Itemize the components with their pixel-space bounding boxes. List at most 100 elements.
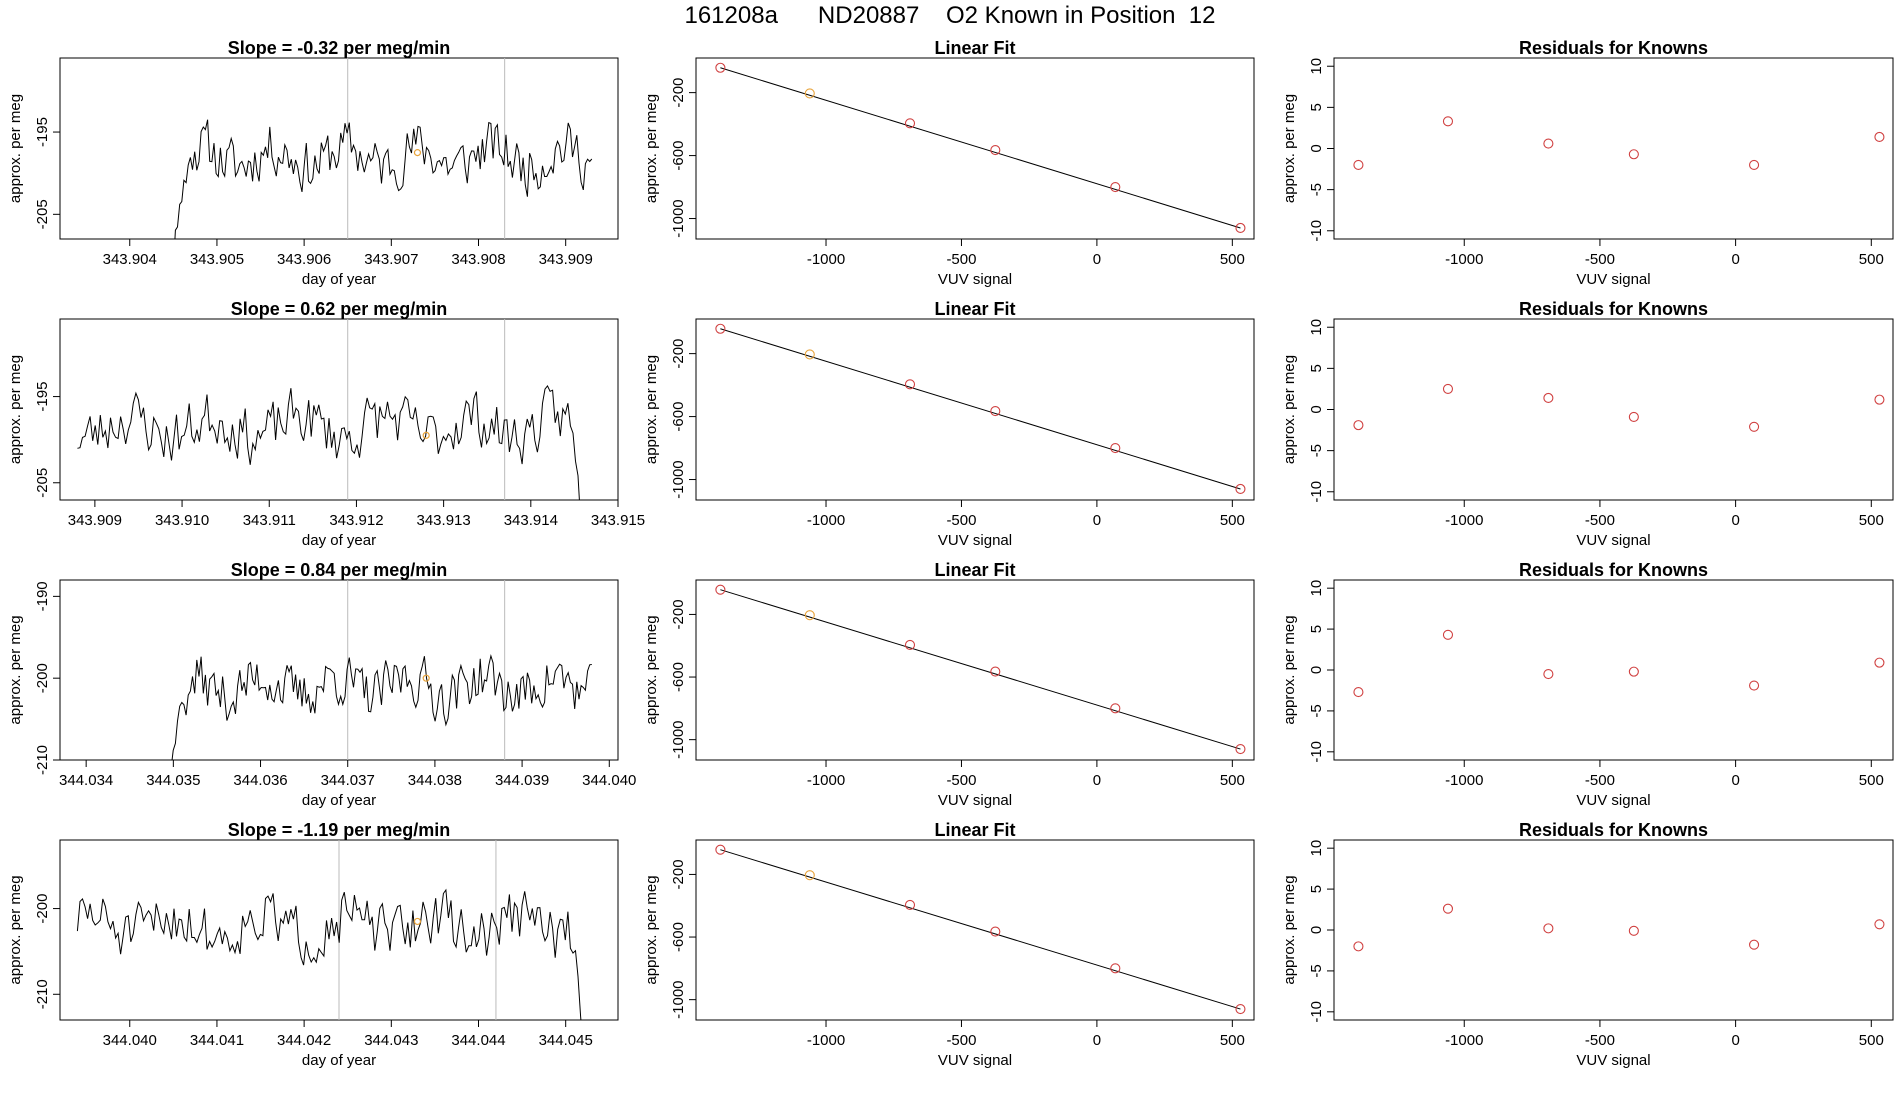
plot-area [715,62,1246,234]
x-tick-label: 343.905 [190,251,244,268]
x-tick-label: -500 [1585,1032,1615,1049]
fit-line [720,328,1241,490]
data-point [715,323,726,334]
data-point [715,584,726,595]
x-tick-label: 500 [1859,251,1884,268]
x-axis-label: VUV signal [938,792,1012,809]
fit-line [720,849,1241,1010]
y-axis-label: approx. per meg [7,615,24,724]
x-axis-label: VUV signal [1576,1052,1650,1069]
y-tick-label: -10 [1308,220,1325,242]
chart-title: Linear Fit [934,560,1015,580]
x-tick-label: 344.045 [539,1032,593,1049]
y-tick-label: -200 [670,339,687,369]
y-tick-label: -205 [34,468,51,498]
y-tick-label: -210 [34,979,51,1009]
plot-frame [1333,839,1894,1021]
chart-panel-1: Slope = -0.32 per meg/min 343.904 343.905 3… [7,38,619,288]
y-tick-label: 10 [1308,580,1325,597]
data-point [1442,903,1454,914]
data-point [1874,131,1885,143]
y-tick-label: 5 [1308,103,1325,111]
y-tick-label: -600 [670,141,687,171]
x-tick-label: 343.907 [364,251,418,268]
chart-panel-2: Slope = 0.62 per meg/min 343.909 343.910 34… [7,299,645,549]
y-tick-label: -205 [34,199,51,229]
x-tick-label: 0 [1093,1032,1101,1049]
data-point [1442,116,1454,127]
plot-area [77,319,580,500]
data-point [904,379,916,390]
y-tick-label: -200 [34,894,51,924]
chart-title: Residuals for Knowns [1519,820,1708,840]
data-point [990,406,1001,417]
y-axis-label: approx. per meg [643,355,660,464]
y-tick-label: -210 [34,745,51,775]
chart-title: Linear Fit [934,38,1015,58]
data-series-line [76,888,582,1020]
highlight-point [413,917,422,926]
data-point [1235,1003,1246,1015]
data-series-line [174,119,593,239]
x-tick-label: 0 [1731,772,1739,789]
x-tick-label: 343.904 [103,251,157,268]
chart-title: Linear Fit [934,820,1015,840]
data-series-line [77,384,580,500]
plot-frame [695,318,1255,501]
data-point [1353,941,1364,952]
fit-line [720,589,1241,750]
x-tick-label: 0 [1093,512,1101,529]
highlight-point [804,88,815,99]
y-tick-label: 0 [1308,926,1325,934]
chart-panel-6: Linear Fit -1000 -500 0 500 -1000 -600 -200 VUV … [643,299,1255,549]
x-tick-label: -500 [946,251,976,268]
highlight-point [413,149,422,157]
plot-frame [59,57,619,240]
plot-area [1353,383,1885,432]
x-tick-label: -500 [1585,251,1615,268]
data-point [904,118,916,129]
y-tick-label: -195 [34,382,51,412]
x-tick-label: 0 [1093,251,1101,268]
y-tick-label: -200 [670,599,687,629]
y-tick-label: -190 [34,581,51,611]
y-tick-label: -200 [34,663,51,693]
x-tick-label: 344.036 [233,772,287,789]
y-tick-label: -5 [1308,964,1325,977]
y-tick-label: 0 [1308,405,1325,413]
y-tick-label: -5 [1308,444,1325,457]
x-axis-label: VUV signal [1576,532,1650,549]
y-tick-label: -200 [670,859,687,889]
x-tick-label: -500 [946,772,976,789]
y-tick-label: -5 [1308,183,1325,196]
y-tick-label: -10 [1308,481,1325,503]
y-axis-label: approx. per meg [1281,94,1298,203]
chart-panel-8: Linear Fit -1000 -500 0 500 -1000 -600 -200 VUV … [643,820,1255,1069]
x-tick-label: -1000 [1445,772,1483,789]
plot-frame [1333,318,1894,501]
y-axis-label: approx. per meg [7,355,24,464]
data-point [1628,149,1639,160]
chart-title: Slope = -0.32 per meg/min [228,38,451,58]
plot-area [1353,116,1885,171]
y-tick-label: 5 [1308,364,1325,372]
x-tick-label: 344.043 [364,1032,418,1049]
x-tick-label: 500 [1859,772,1884,789]
chart-panel-4: Slope = -1.19 per meg/min 344.040 344.041 3… [7,820,619,1069]
y-tick-label: 0 [1308,666,1325,674]
data-point [1235,743,1246,755]
x-tick-label: -500 [1585,512,1615,529]
y-tick-label: -600 [670,662,687,692]
highlight-point [422,431,430,439]
y-tick-label: -1000 [670,720,687,758]
plot-area [715,844,1246,1015]
x-tick-label: 343.908 [451,251,505,268]
y-tick-label: -10 [1308,1001,1325,1023]
x-axis-label: day of year [302,1052,376,1069]
x-tick-label: 343.913 [417,512,471,529]
x-tick-label: -1000 [807,512,845,529]
x-tick-label: 500 [1220,1032,1245,1049]
data-point [990,926,1001,937]
plot-frame [695,839,1255,1021]
x-tick-label: 0 [1731,512,1739,529]
